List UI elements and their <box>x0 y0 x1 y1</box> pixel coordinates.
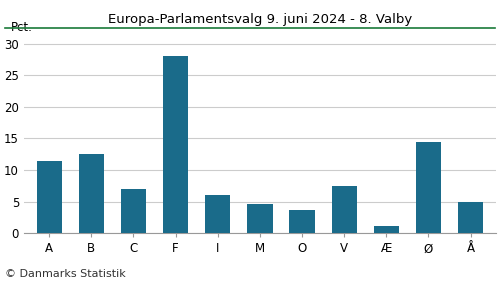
Bar <box>332 186 357 233</box>
Text: Pct.: Pct. <box>12 21 33 34</box>
Title: Europa-Parlamentsvalg 9. juni 2024 - 8. Valby: Europa-Parlamentsvalg 9. juni 2024 - 8. … <box>108 13 412 26</box>
Bar <box>458 202 483 233</box>
Bar <box>416 142 441 233</box>
Bar <box>36 160 62 233</box>
Bar <box>78 154 104 233</box>
Bar <box>163 56 188 233</box>
Bar <box>121 189 146 233</box>
Bar <box>374 226 399 233</box>
Text: © Danmarks Statistik: © Danmarks Statistik <box>5 269 126 279</box>
Bar <box>205 195 231 233</box>
Bar <box>247 204 272 233</box>
Bar <box>290 210 314 233</box>
